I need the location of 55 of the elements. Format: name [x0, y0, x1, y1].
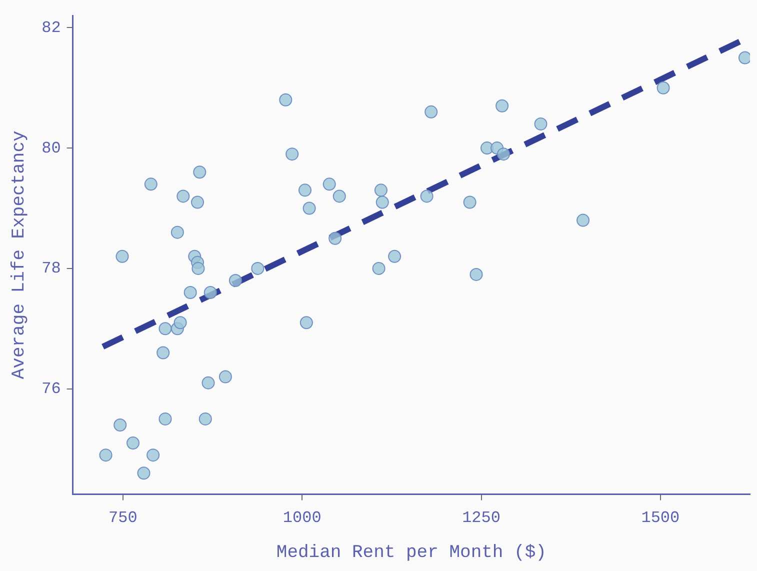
point: [463, 196, 476, 209]
point: [534, 117, 548, 130]
x-axis-title: Median Rent per Month ($): [276, 542, 546, 563]
point: [184, 286, 197, 300]
x-tick-label: 1250: [462, 509, 500, 528]
point: [470, 268, 483, 281]
point: [424, 105, 438, 118]
point: [496, 148, 510, 161]
point: [126, 436, 140, 450]
point: [376, 196, 389, 209]
point: [158, 412, 172, 426]
point: [328, 232, 342, 245]
point: [251, 262, 264, 275]
x-tick-label: 750: [108, 509, 138, 528]
point: [298, 184, 312, 197]
x-tick-label: 1500: [641, 509, 680, 528]
point: [302, 202, 316, 215]
y-tick-label: 76: [42, 380, 61, 398]
point: [144, 178, 158, 191]
point: [158, 322, 172, 336]
point: [496, 99, 509, 112]
point: [388, 250, 402, 263]
point: [738, 51, 750, 64]
point: [198, 412, 212, 426]
point: [156, 346, 170, 360]
point: [176, 190, 190, 203]
y-tick-label: 78: [42, 260, 61, 278]
point: [174, 316, 187, 330]
point: [576, 214, 590, 227]
x-tick-label: 1000: [282, 509, 322, 528]
point: [372, 262, 386, 275]
point: [202, 376, 215, 390]
point: [279, 93, 292, 106]
y-axis-title: Average Life Expectancy: [10, 130, 30, 380]
point: [286, 148, 299, 161]
point: [137, 466, 150, 480]
point: [116, 250, 129, 263]
point: [228, 274, 242, 287]
point: [218, 370, 232, 384]
point: [332, 190, 346, 203]
point: [192, 262, 205, 275]
point: [146, 448, 160, 462]
point: [656, 81, 670, 94]
point: [193, 166, 206, 179]
point: [170, 226, 184, 239]
point: [99, 448, 112, 462]
point: [420, 190, 434, 203]
point: [190, 196, 204, 209]
point: [204, 286, 217, 300]
point: [374, 184, 388, 197]
point: [322, 178, 336, 191]
point: [300, 316, 313, 330]
y-tick-label: 80: [42, 139, 61, 158]
point: [114, 418, 127, 432]
y-tick-label: 82: [42, 18, 61, 37]
